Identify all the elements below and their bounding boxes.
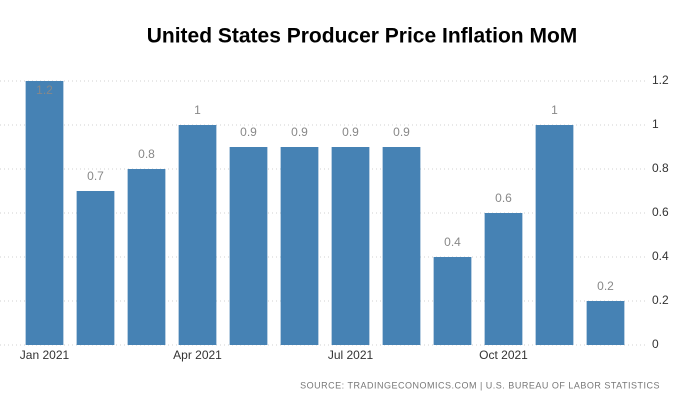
value-label: 0.8: [138, 147, 155, 161]
value-label: 0.9: [291, 125, 308, 139]
y-tick-label: 0.8: [652, 161, 669, 175]
bar: [229, 147, 268, 345]
y-tick-label: 0.4: [652, 249, 669, 263]
value-label: 1: [551, 103, 558, 117]
value-label: 0.9: [342, 125, 359, 139]
y-tick-label: 1: [652, 117, 659, 131]
y-tick-label: 1.2: [652, 73, 669, 87]
source-note: SOURCE: TRADINGECONOMICS.COM | U.S. BURE…: [300, 380, 660, 390]
bar: [178, 125, 217, 345]
value-label: 1: [194, 103, 201, 117]
y-tick-label: 0: [652, 337, 659, 351]
x-tick-label: Apr 2021: [173, 348, 222, 362]
bar: [535, 125, 574, 345]
bar: [433, 257, 472, 345]
value-label: 0.7: [87, 169, 104, 183]
value-label: 0.6: [495, 191, 512, 205]
bar: [76, 191, 115, 345]
y-tick-label: 0.6: [652, 205, 669, 219]
x-tick-label: Jan 2021: [20, 348, 70, 362]
x-tick-label: Jul 2021: [328, 348, 374, 362]
y-tick-label: 0.2: [652, 293, 669, 307]
bar: [382, 147, 421, 345]
value-label: 0.9: [393, 125, 410, 139]
bar: [586, 301, 625, 345]
chart-title: United States Producer Price Inflation M…: [147, 25, 578, 48]
x-tick-label: Oct 2021: [479, 348, 528, 362]
bar: [25, 81, 64, 345]
value-label: 0.2: [597, 279, 614, 293]
bar: [127, 169, 166, 345]
bar: [484, 213, 523, 345]
value-label: 1.2: [36, 83, 53, 97]
value-label: 0.9: [240, 125, 257, 139]
bar: [331, 147, 370, 345]
value-label: 0.4: [444, 235, 461, 249]
bar: [280, 147, 319, 345]
